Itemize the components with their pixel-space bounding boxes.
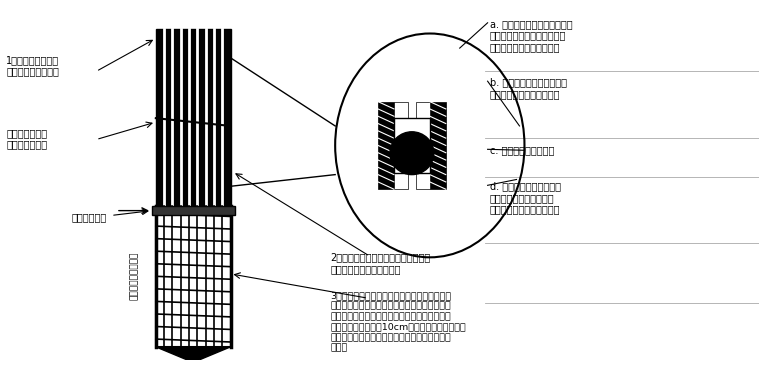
Bar <box>430 102 446 189</box>
Text: 破桩位置（即截
断箍所在位置）: 破桩位置（即截 断箍所在位置） <box>6 128 47 149</box>
Text: b. 绕主筋外侧水平一圈的截
断箍，将复合脱松套勒住。: b. 绕主筋外侧水平一圈的截 断箍，将复合脱松套勒住。 <box>489 77 567 99</box>
Text: 3、在需破桩头的高程位置，绕桩周一圈，预埋
截断箍（即钢丝绳外套复合脱松套，绕桩的主筋
外侧一圈，内填细砂或其他填充物，以占体积。
钢丝绳端头余留长度10cm，: 3、在需破桩头的高程位置，绕桩周一圈，预埋 截断箍（即钢丝绳外套复合脱松套，绕桩… <box>330 291 466 353</box>
Bar <box>156 206 230 347</box>
Text: c. 用扎丝扎紧截断箍。: c. 用扎丝扎紧截断箍。 <box>489 145 554 155</box>
Bar <box>394 102 408 189</box>
Polygon shape <box>156 347 230 362</box>
Text: a. 主筋的复合脱松套，必须宽
松，不得紧贴或握裹带肋之主
筋，否则日后桩头提不动。: a. 主筋的复合脱松套，必须宽 松，不得紧贴或握裹带肋之主 筋，否则日后桩头提不… <box>489 19 572 52</box>
Bar <box>416 102 430 189</box>
Text: d. 主筋的复合脱松套，其
下方必须略深一点，水平
的截断箍，正好将其绕住。: d. 主筋的复合脱松套，其 下方必须略深一点，水平 的截断箍，正好将其绕住。 <box>489 181 561 215</box>
Bar <box>152 206 235 216</box>
Circle shape <box>390 132 434 174</box>
Text: 基桩嵌入承台的部分: 基桩嵌入承台的部分 <box>129 252 138 301</box>
Text: 设计桩顶标高: 设计桩顶标高 <box>71 213 106 223</box>
Bar <box>394 118 430 173</box>
Text: 1、桩顶所有主筋必
须顺直，不可弯折。: 1、桩顶所有主筋必 须顺直，不可弯折。 <box>6 55 59 77</box>
Bar <box>156 29 230 206</box>
Bar <box>378 102 394 189</box>
Text: 2、破桩位置以上的所有主筋，外套复
合脱松套，用像皮筋扎紧。: 2、破桩位置以上的所有主筋，外套复 合脱松套，用像皮筋扎紧。 <box>330 252 430 274</box>
